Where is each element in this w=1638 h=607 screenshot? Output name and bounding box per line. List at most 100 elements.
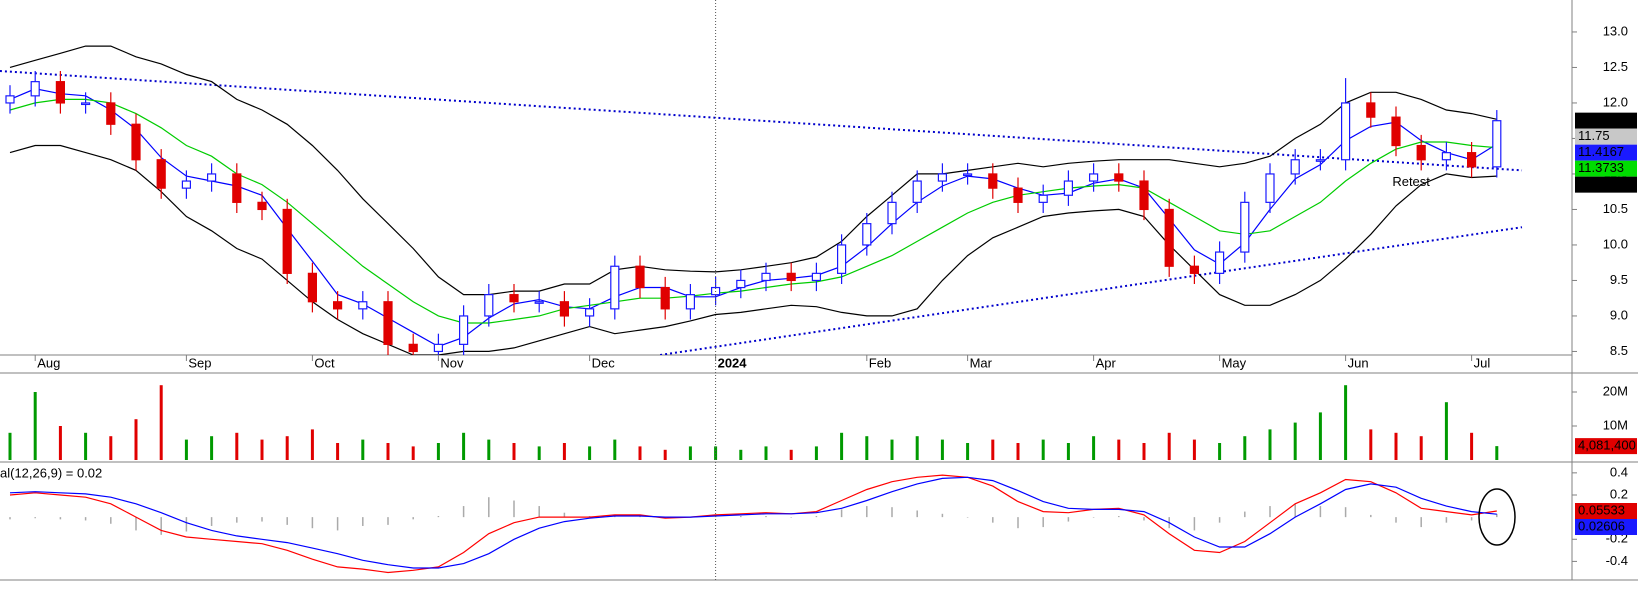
x-tick-label: Feb — [869, 355, 891, 370]
candle-body — [635, 265, 645, 289]
macd-histogram-bar — [236, 517, 238, 523]
x-tick-label: Dec — [592, 355, 616, 370]
macd-line — [9, 474, 1497, 574]
volume-bar — [688, 446, 692, 460]
value-tag — [1575, 519, 1637, 536]
value-tag-label: 0.02606 — [1578, 518, 1625, 533]
macd-histogram-bar — [1118, 516, 1120, 518]
volume-bar — [33, 392, 37, 460]
volume-bar — [210, 436, 214, 460]
candle-body — [156, 159, 166, 189]
candle-body — [736, 279, 746, 289]
macd-histogram-bar — [34, 517, 36, 519]
trendline — [0, 70, 1523, 172]
value-tag-label: 10.9959 — [1578, 176, 1625, 191]
macd-histogram-bar — [311, 517, 314, 529]
value-tag-label: 0.05533 — [1578, 502, 1625, 517]
x-tick-label: May — [1222, 355, 1247, 370]
candle-body — [1063, 180, 1074, 196]
candle-body — [1416, 144, 1426, 161]
macd-histogram-bar — [790, 517, 792, 518]
candle-body — [207, 173, 217, 182]
volume-bar — [562, 443, 566, 460]
volume-bar — [8, 432, 12, 460]
macd-histogram-bar — [1445, 517, 1448, 523]
macd-histogram-bar — [1344, 507, 1347, 518]
candle-body — [1164, 208, 1174, 267]
candle-body — [610, 265, 620, 310]
macd-histogram-bar — [1269, 506, 1271, 518]
volume-bar — [361, 439, 365, 460]
y-tick-label: 20M — [1603, 383, 1628, 398]
macd-histogram-bar — [110, 517, 112, 524]
macd-histogram-bar — [1496, 513, 1498, 518]
volume-bar — [663, 449, 667, 460]
y-tick-label: 13.0 — [1603, 23, 1628, 38]
value-tag — [1575, 503, 1637, 520]
candle-body — [383, 301, 393, 345]
candle-body — [761, 272, 771, 282]
volume-bar — [1167, 432, 1171, 460]
macd-histogram-bar — [59, 517, 62, 520]
candle-body — [887, 201, 897, 225]
macd-histogram-bar — [1193, 517, 1196, 531]
volume-bar — [814, 446, 818, 460]
value-tag-label: 11.75 — [1578, 128, 1610, 143]
y-tick-label: 0.2 — [1610, 486, 1628, 501]
indicator-line — [9, 45, 1497, 296]
macd-histogram-bar — [84, 517, 87, 521]
y-tick-label: -0.4 — [1606, 553, 1628, 568]
value-tag — [1575, 112, 1637, 129]
candle-body — [459, 315, 469, 345]
macd-histogram-bar — [336, 517, 339, 531]
candle-body — [1340, 102, 1351, 161]
macd-label: al(12,26,9) = 0.02 — [0, 465, 102, 480]
x-tick-label: Oct — [314, 355, 335, 370]
volume-bar — [1344, 385, 1348, 460]
volume-bar — [159, 385, 163, 460]
volume-bar — [1243, 436, 1247, 460]
macd-histogram-bar — [1244, 511, 1246, 518]
volume-bar — [739, 449, 743, 460]
volume-bar — [537, 446, 541, 460]
candle-body — [106, 102, 116, 125]
volume-bar — [1268, 429, 1272, 460]
macd-histogram-bar — [210, 517, 213, 526]
candle-body — [30, 81, 40, 97]
volume-bar — [386, 443, 390, 460]
macd-histogram-bar — [966, 517, 969, 518]
candle-body — [1290, 159, 1300, 175]
y-tick-label: 0.4 — [1610, 464, 1628, 479]
value-tag-label: 4,081,400 — [1578, 438, 1636, 453]
volume-bar — [512, 443, 516, 460]
macd-histogram-bar — [563, 512, 566, 518]
macd-histogram-bar — [891, 507, 893, 518]
candle-body — [1114, 173, 1124, 182]
volume-bar — [134, 419, 138, 460]
y-tick-label: 9.5 — [1610, 272, 1628, 287]
price-panel: Retest — [0, 45, 1523, 355]
volume-bar — [84, 432, 88, 460]
value-tag — [1575, 144, 1637, 161]
candle-body — [862, 223, 872, 246]
value-tag-label: 11.7508 — [1578, 112, 1624, 127]
macd-histogram-bar — [261, 517, 263, 522]
candle-body — [1391, 116, 1401, 147]
value-tag-label: 11.4167 — [1578, 144, 1624, 159]
macd-histogram-bar — [992, 517, 994, 523]
volume-bar — [789, 449, 793, 460]
volume-bar — [1293, 422, 1297, 460]
candle-body — [584, 308, 595, 317]
x-tick-label: Apr — [1096, 355, 1117, 370]
volume-bar — [1470, 432, 1474, 460]
volume-bar — [336, 443, 340, 460]
volume-bar — [411, 446, 415, 460]
candle-body — [131, 123, 141, 161]
x-tick-label: Sep — [188, 355, 211, 370]
macd-panel — [9, 474, 1498, 574]
value-tag — [1575, 128, 1637, 145]
volume-bar — [1192, 439, 1196, 460]
x-tick-label: Nov — [440, 355, 464, 370]
x-tick-label: 2024 — [718, 355, 748, 370]
